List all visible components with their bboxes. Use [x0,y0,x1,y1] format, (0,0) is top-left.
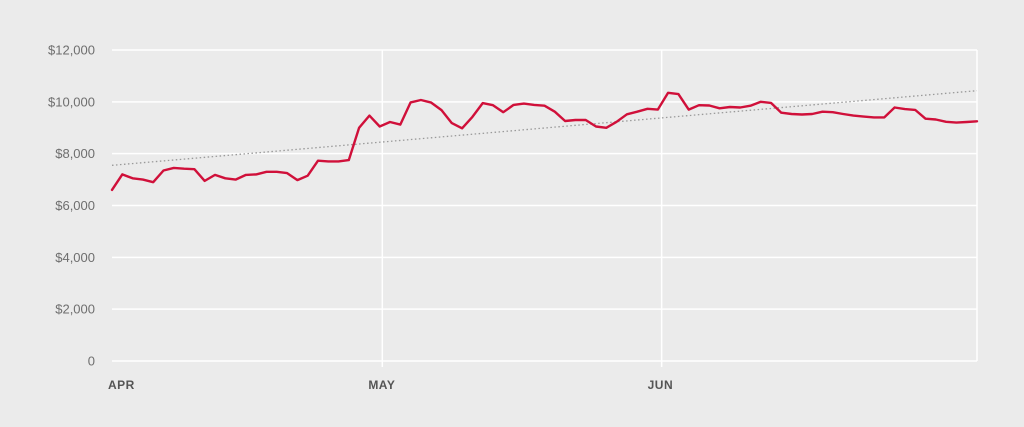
trendline [111,90,978,166]
y-tick-label: $8,000 [55,146,95,161]
x-axis: APR MAY JUN [108,378,673,392]
x-tick-label: APR [108,378,135,392]
y-tick-label: $12,000 [48,43,95,58]
x-tick-label: MAY [368,378,395,392]
trendline-layer [111,90,978,166]
series-layer [110,91,979,192]
y-tick-label: $6,000 [55,198,95,213]
x-tick-label: JUN [648,378,674,392]
y-tick-label: 0 [88,354,95,369]
y-tick-label: $4,000 [55,250,95,265]
grid [112,49,978,367]
series-line [110,91,979,192]
y-axis: 0 $2,000 $4,000 $6,000 $8,000 $10,000 $12,000 [48,43,95,369]
y-tick-label: $10,000 [48,94,95,109]
y-tick-label: $2,000 [55,302,95,317]
